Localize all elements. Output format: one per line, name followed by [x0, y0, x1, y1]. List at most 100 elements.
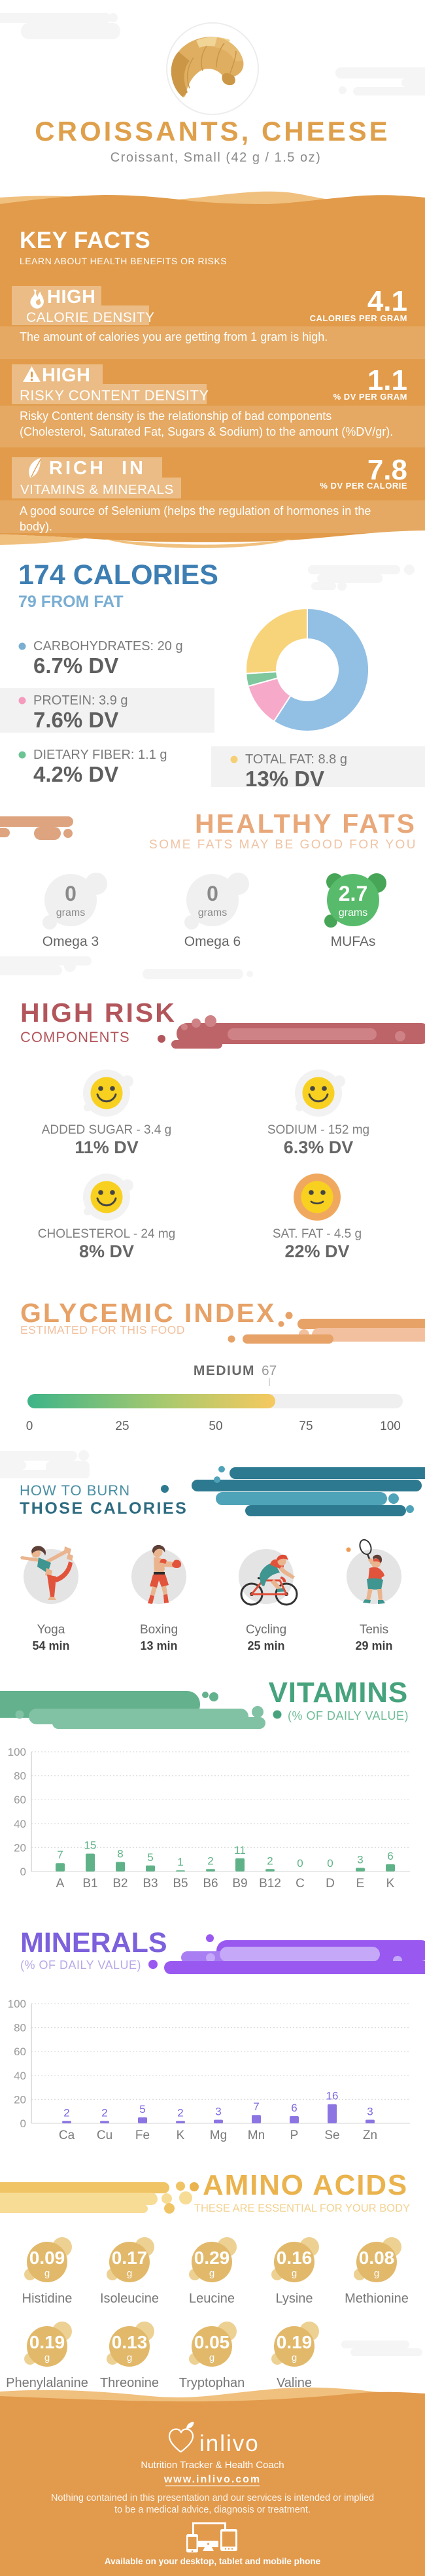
svg-text:DIETARY FIBER: 1.1 g: DIETARY FIBER: 1.1 g	[33, 748, 167, 762]
svg-text:11% DV: 11% DV	[75, 1138, 139, 1157]
svg-text:Mg: Mg	[210, 2129, 227, 2142]
svg-text:Fe: Fe	[135, 2129, 150, 2142]
svg-text:Omega 6: Omega 6	[184, 934, 241, 949]
svg-text:HEALTHY FATS: HEALTHY FATS	[195, 809, 416, 839]
svg-text:inlivo: inlivo	[199, 2431, 260, 2456]
svg-text:COMPONENTS: COMPONENTS	[20, 1029, 130, 1045]
svg-text:Threonine: Threonine	[100, 2376, 159, 2390]
svg-text:7: 7	[253, 2100, 259, 2113]
svg-text:8: 8	[117, 1847, 123, 1860]
svg-text:20: 20	[14, 2093, 26, 2106]
svg-text:60: 60	[14, 1794, 26, 1806]
svg-text:2: 2	[267, 1854, 273, 1867]
svg-text:Tenis: Tenis	[360, 1623, 388, 1637]
svg-text:RICH IN: RICH IN	[49, 458, 146, 479]
svg-text:Tryptophan: Tryptophan	[179, 2376, 245, 2390]
svg-text:The amount of calories you are: The amount of calories you are getting f…	[20, 330, 328, 343]
svg-text:100: 100	[8, 1746, 26, 1758]
svg-text:ESTIMATED FOR THIS FOOD: ESTIMATED FOR THIS FOOD	[20, 1323, 185, 1336]
svg-text:0.17: 0.17	[112, 2248, 148, 2268]
svg-text:Yoga: Yoga	[37, 1623, 65, 1637]
svg-text:E: E	[356, 1877, 365, 1890]
svg-text:HIGH: HIGH	[47, 287, 96, 307]
svg-text:g: g	[292, 2352, 297, 2363]
svg-text:AMINO ACIDS: AMINO ACIDS	[203, 2169, 408, 2201]
svg-text:grams: grams	[198, 907, 227, 918]
svg-text:Cycling: Cycling	[246, 1623, 286, 1637]
svg-text:HIGH: HIGH	[42, 365, 91, 386]
svg-text:80: 80	[14, 2022, 26, 2034]
svg-text:0: 0	[297, 1857, 303, 1870]
svg-text:2: 2	[207, 1854, 213, 1867]
svg-text:80: 80	[14, 1770, 26, 1783]
svg-text:g: g	[292, 2268, 297, 2279]
svg-text:0.09: 0.09	[29, 2248, 65, 2268]
svg-text:HOW TO BURN: HOW TO BURN	[20, 1482, 130, 1499]
svg-text:2: 2	[63, 2106, 69, 2119]
svg-text:B5: B5	[173, 1877, 188, 1890]
svg-text:Histidine: Histidine	[22, 2291, 73, 2306]
svg-text:40: 40	[14, 2070, 26, 2082]
svg-text:Risky Content density is the r: Risky Content density is the relationshi…	[20, 409, 332, 423]
svg-text:0: 0	[65, 882, 76, 905]
svg-text:3: 3	[215, 2106, 221, 2118]
svg-text:% DV PER GRAM: % DV PER GRAM	[333, 392, 407, 402]
svg-text:6: 6	[291, 2102, 297, 2114]
svg-text:Phenylalanine: Phenylalanine	[6, 2376, 88, 2390]
svg-text:g: g	[44, 2352, 50, 2363]
svg-text:0.19: 0.19	[29, 2332, 65, 2352]
svg-text:0: 0	[20, 2117, 26, 2130]
svg-text:0.16: 0.16	[277, 2248, 313, 2268]
svg-text:2: 2	[177, 2106, 183, 2119]
svg-text:TOTAL FAT: 8.8 g: TOTAL FAT: 8.8 g	[245, 752, 347, 767]
svg-text:RISKY CONTENT DENSITY: RISKY CONTENT DENSITY	[20, 387, 209, 404]
svg-text:1.1: 1.1	[367, 364, 407, 396]
svg-text:8% DV: 8% DV	[79, 1242, 134, 1261]
svg-text:THOSE CALORIES: THOSE CALORIES	[20, 1499, 188, 1518]
svg-text:body).: body).	[20, 520, 52, 533]
svg-text:HIGH RISK: HIGH RISK	[20, 998, 177, 1028]
svg-text:6.7% DV: 6.7% DV	[33, 653, 118, 678]
svg-text:SAT. FAT - 4.5 g: SAT. FAT - 4.5 g	[273, 1227, 362, 1241]
svg-text:3: 3	[367, 2106, 373, 2118]
svg-text:www.inlivo.com: www.inlivo.com	[163, 2474, 261, 2485]
svg-text:4.2% DV: 4.2% DV	[33, 762, 118, 786]
svg-text:g: g	[374, 2268, 379, 2279]
svg-text:(% OF DAILY VALUE): (% OF DAILY VALUE)	[20, 1958, 141, 1972]
svg-text:15: 15	[84, 1839, 97, 1852]
svg-text:40: 40	[14, 1818, 26, 1830]
svg-text:100: 100	[380, 1419, 401, 1433]
svg-text:Omega 3: Omega 3	[42, 934, 99, 949]
svg-text:75: 75	[299, 1419, 313, 1433]
svg-text:g: g	[44, 2268, 50, 2279]
svg-text:Se: Se	[324, 2129, 339, 2142]
svg-text:25: 25	[115, 1419, 129, 1433]
svg-text:0.19: 0.19	[277, 2332, 313, 2352]
svg-text:MEDIUM: MEDIUM	[194, 1363, 255, 1378]
svg-text:LEARN ABOUT HEALTH BENEFITS OR: LEARN ABOUT HEALTH BENEFITS OR RISKS	[20, 256, 227, 266]
svg-text:B3: B3	[143, 1877, 158, 1890]
svg-text:% DV PER CALORIE: % DV PER CALORIE	[320, 481, 407, 491]
svg-text:(Cholesterol, Saturated Fat, S: (Cholesterol, Saturated Fat, Sugars & So…	[20, 425, 393, 438]
svg-text:Ca: Ca	[59, 2129, 75, 2142]
svg-text:Nothing contained in this pres: Nothing contained in this presentation a…	[51, 2493, 374, 2503]
svg-text:Mn: Mn	[248, 2129, 265, 2142]
svg-text:0.29: 0.29	[194, 2248, 230, 2268]
svg-text:THESE ARE ESSENTIAL FOR YOUR B: THESE ARE ESSENTIAL FOR YOUR BODY	[194, 2202, 410, 2214]
svg-text:3: 3	[357, 1854, 363, 1866]
svg-text:VITAMINS: VITAMINS	[269, 1677, 408, 1709]
svg-text:(% OF DAILY VALUE): (% OF DAILY VALUE)	[288, 1709, 409, 1722]
svg-text:54 min: 54 min	[32, 1639, 69, 1652]
svg-text:KEY FACTS: KEY FACTS	[20, 228, 150, 253]
svg-text:SOME FATS MAY BE GOOD FOR YOU: SOME FATS MAY BE GOOD FOR YOU	[149, 838, 417, 852]
svg-text:7: 7	[57, 1849, 63, 1861]
svg-text:B12: B12	[259, 1877, 281, 1890]
svg-text:13 min: 13 min	[140, 1639, 177, 1652]
svg-text:Isoleucine: Isoleucine	[100, 2291, 159, 2306]
svg-text:D: D	[326, 1877, 335, 1890]
svg-text:7.8: 7.8	[367, 454, 407, 486]
svg-text:g: g	[209, 2268, 214, 2279]
svg-text:13% DV: 13% DV	[245, 767, 324, 791]
svg-text:0: 0	[20, 1866, 26, 1878]
svg-text:60: 60	[14, 2045, 26, 2058]
